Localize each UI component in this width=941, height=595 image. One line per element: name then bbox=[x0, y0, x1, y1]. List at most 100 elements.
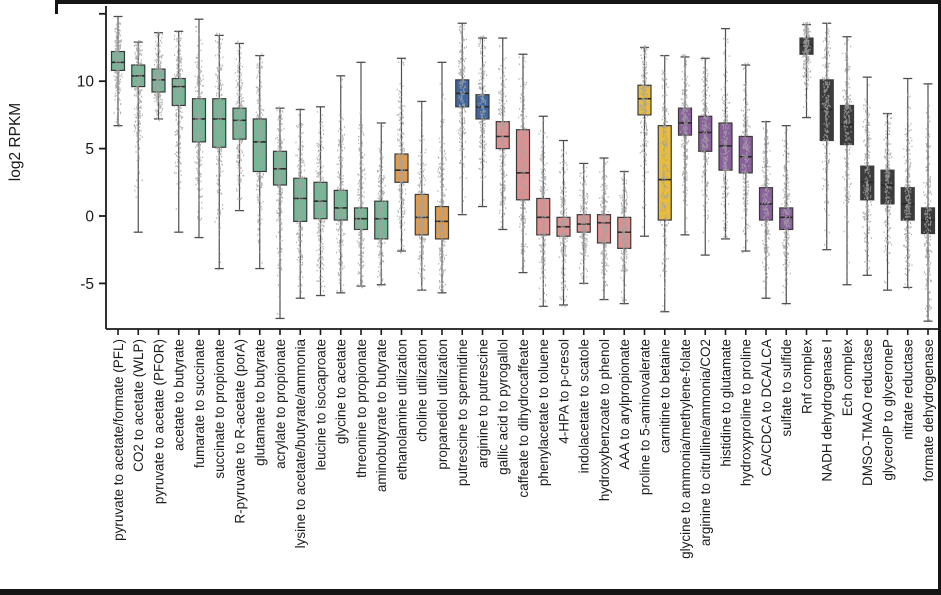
boxplot-7: glutamate to butyrate bbox=[253, 52, 268, 466]
boxplot-0: pyruvate to acetate/formate (PFL) bbox=[111, 15, 126, 541]
boxplot-5: succinate to propionate bbox=[212, 32, 227, 479]
boxplot-20: caffeate to dihydrocaffeate bbox=[515, 53, 531, 498]
boxplot-10: leucine to isocaproate bbox=[313, 106, 328, 470]
x-category-label: glycerolP to glyceroneP bbox=[880, 339, 895, 481]
jitter-points bbox=[376, 122, 386, 288]
x-category-label: acetate to butyrate bbox=[172, 339, 187, 451]
x-category-label: lysine to acetate/butyrate/ammonia bbox=[293, 339, 308, 549]
x-category-label: fumarate to succinate bbox=[192, 339, 207, 468]
x-category-label: phenylacetate to toluene bbox=[536, 339, 551, 486]
jitter-points bbox=[720, 38, 731, 240]
x-category-label: pyruvate to acetate/formate (PFL) bbox=[111, 339, 126, 541]
jitter-points bbox=[680, 54, 690, 233]
x-category-label: AAA to arylpropionate bbox=[617, 339, 632, 470]
y-tick-label: -5 bbox=[80, 276, 94, 293]
frame-corner-stub bbox=[55, 0, 58, 14]
jitter-points bbox=[458, 24, 467, 215]
jitter-points bbox=[133, 39, 143, 199]
boxplot-12: threonine to propionate bbox=[354, 61, 369, 478]
boxplot-25: AAA to arylpropionate bbox=[617, 170, 632, 470]
x-category-label: glycine to acetate bbox=[334, 339, 349, 444]
x-category-label: 4-HPA to p-cresol bbox=[556, 339, 571, 444]
x-category-label: nitrate reductase bbox=[901, 339, 916, 440]
boxplot-22: 4-HPA to p-cresol bbox=[556, 139, 571, 444]
jitter-points bbox=[174, 31, 184, 210]
boxplot-9: lysine to acetate/butyrate/ammonia bbox=[293, 107, 308, 549]
x-category-label: succinate to propionate bbox=[212, 339, 227, 479]
x-category-label: sulfate to sulfide bbox=[779, 339, 794, 437]
jitter-points bbox=[255, 52, 265, 264]
frame-right-border bbox=[938, 0, 941, 595]
x-category-label: CO2 to acetate (WLP) bbox=[131, 339, 146, 472]
boxplot-13: aminobutyrate to butyrate bbox=[374, 122, 389, 492]
jitter-points bbox=[356, 97, 366, 289]
jitter-points bbox=[416, 101, 427, 291]
x-category-label: hydroxybenzoate to phenol bbox=[597, 339, 612, 501]
jitter-points bbox=[214, 32, 224, 271]
boxplot-38: glycerolP to glyceroneP bbox=[880, 112, 895, 481]
jitter-points bbox=[295, 107, 305, 298]
y-tick-label: 5 bbox=[85, 141, 94, 158]
frame-top-border bbox=[55, 0, 941, 4]
jitter-points bbox=[538, 119, 548, 308]
x-category-label: choline utilization bbox=[415, 339, 430, 442]
jitter-points bbox=[153, 31, 164, 122]
boxplot-35: NADH dehydrogenase I bbox=[820, 22, 835, 482]
jitter-points bbox=[862, 84, 872, 272]
boxplot-23: indolacetate to scatole bbox=[577, 162, 592, 473]
x-category-label: acrylate to propionate bbox=[273, 339, 288, 469]
x-category-label: hydroxyproline to proline bbox=[739, 339, 754, 486]
boxplot-34: Rnf complex bbox=[799, 21, 814, 414]
boxplot-39: nitrate reductase bbox=[901, 77, 916, 440]
jitter-points bbox=[659, 55, 670, 312]
boxplot-8: acrylate to propionate bbox=[273, 106, 288, 469]
frame-bottom-border bbox=[0, 589, 941, 595]
jitter-points bbox=[639, 45, 650, 228]
x-category-label: formate dehydrogenase bbox=[921, 339, 936, 482]
x-category-label: Ech complex bbox=[840, 339, 855, 417]
boxplot-21: phenylacetate to toluene bbox=[536, 115, 551, 486]
x-category-label: arginine to putrescine bbox=[475, 339, 490, 468]
boxplot-6: R-pyruvate to R-acetate (porA) bbox=[232, 40, 247, 524]
y-tick-label: 0 bbox=[85, 209, 94, 226]
jitter-points bbox=[619, 170, 629, 305]
jitter-points bbox=[113, 17, 123, 128]
x-category-label: caffeate to dihydrocaffeate bbox=[516, 339, 531, 498]
boxplot-28: glycine to ammonia/methylene-folate bbox=[678, 54, 693, 559]
jitter-points bbox=[821, 22, 831, 246]
boxplot-24: hydroxybenzoate to phenol bbox=[597, 157, 612, 501]
x-category-label: propanediol utilization bbox=[435, 339, 450, 470]
x-category-label: R-pyruvate to R-acetate (porA) bbox=[232, 339, 247, 524]
x-category-label: proline to 5-aminovalerate bbox=[637, 339, 652, 495]
boxplot-19: gallic acid to pyrogallol bbox=[496, 37, 511, 475]
jitter-points bbox=[497, 39, 508, 229]
jitter-points bbox=[781, 129, 791, 306]
jitter-points bbox=[437, 82, 447, 294]
boxplot-4: fumarate to succinate bbox=[192, 18, 207, 468]
boxplot-29: arginine to citrulline/ammonia/CO2 bbox=[698, 56, 713, 546]
x-category-label: histidine to glutamate bbox=[718, 339, 733, 467]
x-category-label: CA/CDCA to DCA/LCA bbox=[759, 339, 774, 476]
x-category-label: glutamate to butyrate bbox=[253, 339, 268, 466]
y-tick-label: 10 bbox=[77, 74, 95, 91]
box bbox=[515, 129, 531, 201]
boxplot-14: ethanolamine utilization bbox=[394, 57, 409, 480]
x-category-label: carnitine to betaine bbox=[658, 339, 673, 453]
boxplot-27: carnitine to betaine bbox=[658, 54, 673, 453]
y-axis-title: log2 RPKM bbox=[7, 103, 24, 181]
x-category-label: aminobutyrate to butyrate bbox=[374, 339, 389, 492]
jitter-points bbox=[883, 112, 893, 284]
boxplot-30: histidine to glutamate bbox=[718, 27, 733, 467]
jitter-points bbox=[315, 111, 326, 292]
boxplot-17: putrescine to spermidine bbox=[455, 22, 470, 486]
jitter-points bbox=[923, 102, 933, 321]
jitter-points bbox=[599, 158, 609, 301]
jitter-points bbox=[761, 120, 771, 289]
boxplot-11: glycine to acetate bbox=[334, 75, 349, 444]
boxplot-16: propanediol utilization bbox=[435, 61, 450, 470]
boxplot-15: choline utilization bbox=[415, 100, 430, 442]
x-category-label: indolacetate to scatole bbox=[577, 339, 592, 473]
x-category-label: Rnf complex bbox=[799, 339, 814, 414]
